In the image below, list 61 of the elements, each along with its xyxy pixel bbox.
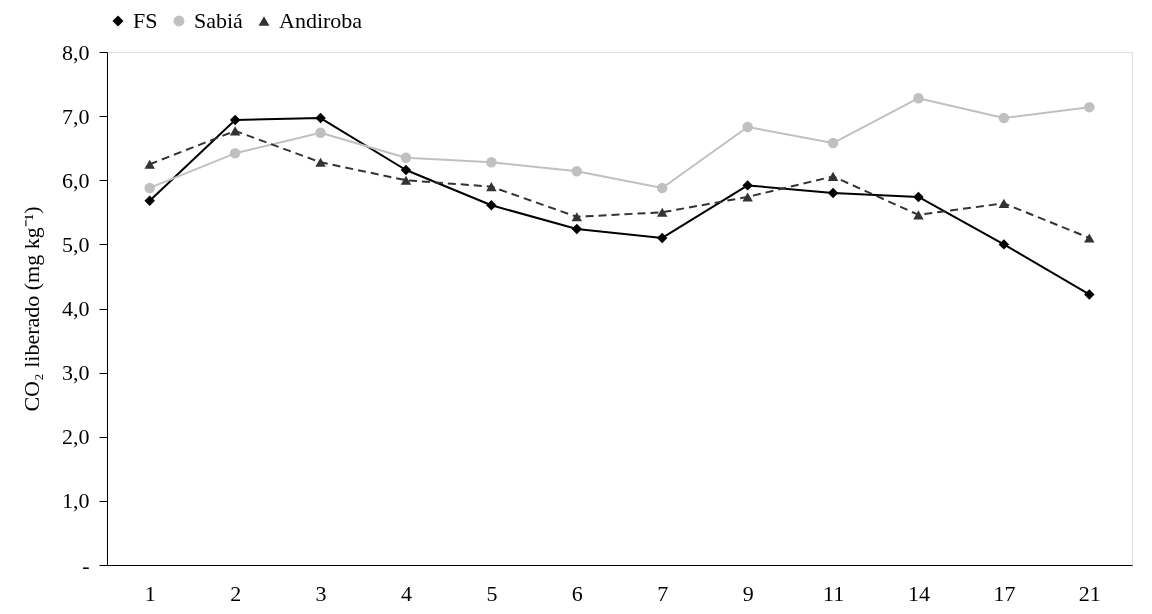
point xyxy=(998,239,1010,250)
y-tick-label: 4,0 xyxy=(62,296,90,321)
point xyxy=(229,114,241,126)
point xyxy=(486,200,497,211)
y-tick-label: 6,0 xyxy=(62,167,90,193)
point xyxy=(400,164,412,176)
point xyxy=(742,180,753,191)
point xyxy=(742,121,753,133)
point xyxy=(571,212,583,222)
legend-label: Andiroba xyxy=(279,8,363,33)
legend-label: FS xyxy=(133,8,158,33)
point xyxy=(315,127,326,139)
y-tick-label: 1,0 xyxy=(62,488,90,514)
point xyxy=(144,195,155,207)
y-axis-title: CO₂ liberado (mg kg⁻¹) xyxy=(19,206,44,412)
point xyxy=(315,112,326,124)
point xyxy=(656,182,668,194)
point xyxy=(144,159,155,169)
point xyxy=(742,192,753,202)
x-tick-label: 21 xyxy=(1078,580,1101,606)
x-tick-label: 11 xyxy=(822,580,845,606)
x-tick-label: 7 xyxy=(657,580,669,606)
x-tick-label: 1 xyxy=(144,580,156,606)
point xyxy=(1084,289,1095,300)
point xyxy=(913,210,924,220)
point xyxy=(486,182,497,192)
point xyxy=(913,92,924,104)
point xyxy=(656,207,668,217)
y-tick-label: - xyxy=(82,552,90,578)
point xyxy=(400,175,412,185)
point xyxy=(1084,101,1095,113)
x-tick-label: 6 xyxy=(571,580,583,606)
point xyxy=(827,171,839,181)
x-tick-label: 9 xyxy=(742,580,754,606)
point xyxy=(486,157,497,168)
point xyxy=(1084,233,1095,243)
point xyxy=(315,157,326,167)
point xyxy=(571,166,583,177)
y-tick-label: 7,0 xyxy=(62,103,90,129)
point xyxy=(827,137,839,149)
legend-label: Sabiá xyxy=(194,8,244,33)
point xyxy=(998,198,1010,208)
point xyxy=(998,112,1010,124)
y-tick-label: 5,0 xyxy=(62,231,90,257)
point xyxy=(144,182,155,194)
y-tick-label: 3,0 xyxy=(62,360,90,386)
point xyxy=(827,187,839,199)
point xyxy=(400,152,412,164)
x-tick-label: 2 xyxy=(230,580,242,606)
y-tick-label: 8,0 xyxy=(62,39,90,65)
x-tick-label: 5 xyxy=(486,580,498,606)
x-tick-label: 14 xyxy=(907,580,930,606)
x-tick-label: 4 xyxy=(400,580,412,606)
point xyxy=(571,223,583,235)
point xyxy=(913,191,924,203)
y-tick-label: 2,0 xyxy=(62,424,90,450)
point xyxy=(229,126,241,136)
point xyxy=(656,232,668,244)
point xyxy=(229,148,241,159)
x-tick-label: 3 xyxy=(315,580,327,606)
x-tick-label: 17 xyxy=(993,580,1016,606)
